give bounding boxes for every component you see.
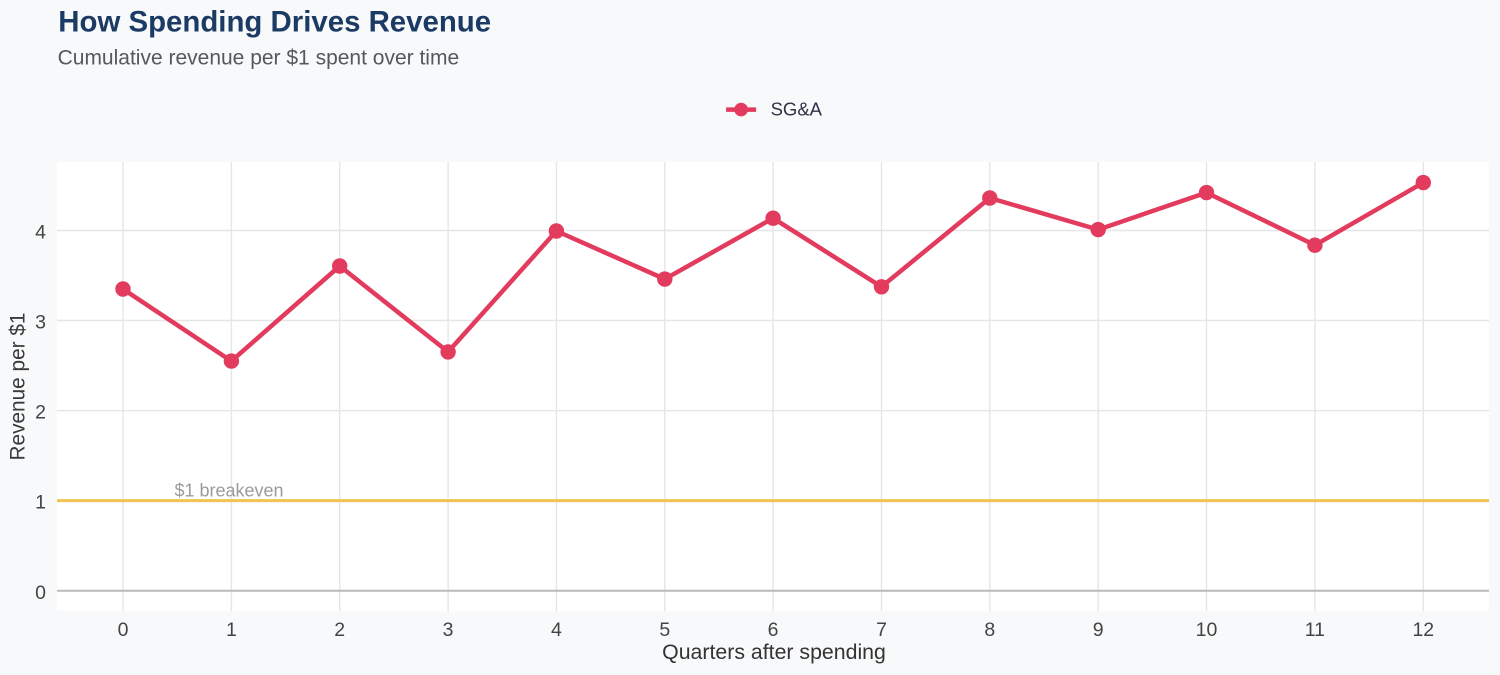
svg-text:How Spending Drives Revenue: How Spending Drives Revenue <box>58 6 491 39</box>
svg-text:0: 0 <box>118 619 129 641</box>
svg-text:2: 2 <box>334 619 345 641</box>
svg-text:1: 1 <box>226 619 237 641</box>
svg-text:5: 5 <box>659 619 670 641</box>
svg-text:10: 10 <box>1196 619 1218 641</box>
svg-text:0: 0 <box>35 582 46 604</box>
svg-text:Revenue per $1: Revenue per $1 <box>7 313 30 461</box>
svg-text:11: 11 <box>1305 619 1325 641</box>
svg-text:7: 7 <box>876 619 887 641</box>
svg-text:12: 12 <box>1412 619 1434 641</box>
svg-text:2: 2 <box>35 402 46 424</box>
svg-text:8: 8 <box>984 619 995 641</box>
svg-text:3: 3 <box>443 619 454 641</box>
svg-text:9: 9 <box>1093 619 1104 641</box>
svg-text:Quarters after spending: Quarters after spending <box>662 640 886 664</box>
svg-text:4: 4 <box>35 222 46 244</box>
svg-text:$1 breakeven: $1 breakeven <box>174 481 283 501</box>
svg-text:3: 3 <box>35 312 46 334</box>
svg-text:6: 6 <box>768 619 779 641</box>
svg-text:Cumulative revenue per $1 spen: Cumulative revenue per $1 spent over tim… <box>58 46 460 69</box>
svg-text:1: 1 <box>35 492 46 514</box>
svg-text:SG&A: SG&A <box>771 99 823 120</box>
svg-text:4: 4 <box>551 619 562 641</box>
